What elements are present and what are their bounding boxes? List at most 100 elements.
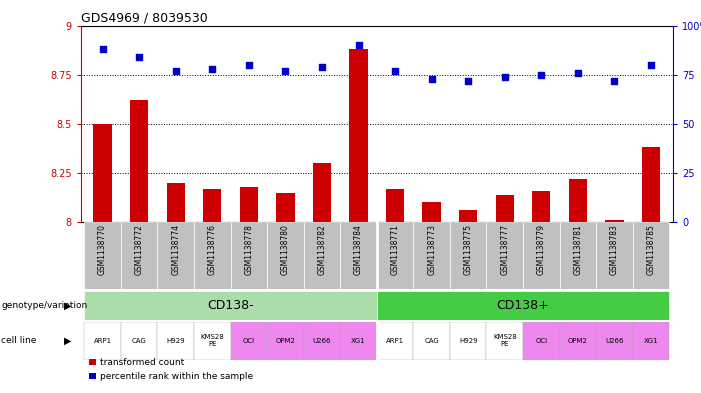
Text: XG1: XG1 <box>644 338 658 344</box>
Bar <box>523 322 559 360</box>
Text: OPM2: OPM2 <box>568 338 588 344</box>
Bar <box>486 322 523 360</box>
Bar <box>386 189 404 222</box>
Text: OCI: OCI <box>536 338 547 344</box>
Bar <box>633 222 669 289</box>
Text: GSM1138778: GSM1138778 <box>245 224 253 275</box>
Text: GSM1138772: GSM1138772 <box>135 224 144 275</box>
Text: KMS28
PE: KMS28 PE <box>493 334 517 347</box>
Text: CAG: CAG <box>132 338 147 344</box>
Bar <box>313 163 331 222</box>
Bar <box>523 222 559 289</box>
Text: CD138+: CD138+ <box>497 299 550 312</box>
Bar <box>377 222 414 289</box>
Point <box>280 68 291 74</box>
Text: GSM1138782: GSM1138782 <box>318 224 327 275</box>
Bar <box>450 222 486 289</box>
Text: cell line: cell line <box>1 336 36 345</box>
Bar <box>559 322 596 360</box>
Point <box>316 64 327 70</box>
Bar <box>158 322 194 360</box>
Bar <box>267 222 304 289</box>
Bar <box>231 222 267 289</box>
Bar <box>606 220 624 222</box>
Text: OPM2: OPM2 <box>275 338 295 344</box>
Bar <box>596 322 633 360</box>
Bar <box>414 222 450 289</box>
Point <box>353 42 364 48</box>
Point <box>646 62 657 68</box>
Text: ▶: ▶ <box>64 336 72 346</box>
Text: GSM1138783: GSM1138783 <box>610 224 619 275</box>
Bar <box>633 322 669 360</box>
Text: GSM1138775: GSM1138775 <box>463 224 472 275</box>
Bar <box>231 322 267 360</box>
Bar <box>203 189 222 222</box>
Bar <box>414 322 450 360</box>
Bar <box>167 183 185 222</box>
Text: GDS4969 / 8039530: GDS4969 / 8039530 <box>81 11 207 24</box>
Bar <box>340 322 377 360</box>
Text: GSM1138774: GSM1138774 <box>171 224 180 275</box>
Bar <box>304 322 340 360</box>
Text: GSM1138776: GSM1138776 <box>207 224 217 275</box>
Bar <box>423 202 441 222</box>
Point <box>133 54 144 60</box>
Bar <box>121 322 158 360</box>
Point <box>390 68 401 74</box>
Bar <box>459 210 477 222</box>
Text: U266: U266 <box>605 338 624 344</box>
Text: GSM1138784: GSM1138784 <box>354 224 363 275</box>
Text: CAG: CAG <box>424 338 439 344</box>
Text: genotype/variation: genotype/variation <box>1 301 88 310</box>
Bar <box>596 222 633 289</box>
Text: ▶: ▶ <box>64 301 72 310</box>
Point <box>609 77 620 84</box>
Bar <box>93 124 111 222</box>
Legend: transformed count, percentile rank within the sample: transformed count, percentile rank withi… <box>85 355 257 385</box>
Point <box>170 68 182 74</box>
Bar <box>240 187 258 222</box>
Text: GSM1138779: GSM1138779 <box>537 224 546 275</box>
Text: GSM1138771: GSM1138771 <box>390 224 400 275</box>
Bar <box>340 222 377 289</box>
Point <box>499 73 510 80</box>
Text: H929: H929 <box>166 338 185 344</box>
Bar <box>304 222 340 289</box>
Text: U266: U266 <box>313 338 331 344</box>
Bar <box>532 191 550 222</box>
Text: H929: H929 <box>459 338 477 344</box>
Bar <box>377 322 414 360</box>
Bar <box>349 49 367 222</box>
Bar <box>121 222 158 289</box>
Text: KMS28
PE: KMS28 PE <box>200 334 224 347</box>
Text: GSM1138777: GSM1138777 <box>501 224 509 275</box>
Bar <box>84 322 121 360</box>
Bar <box>276 193 294 222</box>
Point <box>97 46 108 52</box>
Bar <box>194 322 231 360</box>
Text: GSM1138781: GSM1138781 <box>573 224 583 275</box>
Point <box>207 66 218 72</box>
Bar <box>496 195 514 222</box>
Bar <box>267 322 304 360</box>
Bar <box>642 147 660 222</box>
Point <box>426 75 437 82</box>
Text: OCI: OCI <box>243 338 255 344</box>
Point <box>536 72 547 78</box>
Bar <box>569 179 587 222</box>
Text: GSM1138785: GSM1138785 <box>646 224 655 275</box>
Bar <box>130 100 148 222</box>
Text: ARP1: ARP1 <box>93 338 111 344</box>
Text: GSM1138773: GSM1138773 <box>427 224 436 275</box>
Text: XG1: XG1 <box>351 338 366 344</box>
Bar <box>450 322 486 360</box>
Bar <box>377 291 669 320</box>
Bar <box>486 222 523 289</box>
Bar <box>194 222 231 289</box>
Text: GSM1138780: GSM1138780 <box>281 224 290 275</box>
Bar <box>559 222 596 289</box>
Bar <box>158 222 194 289</box>
Point <box>572 70 583 76</box>
Text: CD138-: CD138- <box>207 299 254 312</box>
